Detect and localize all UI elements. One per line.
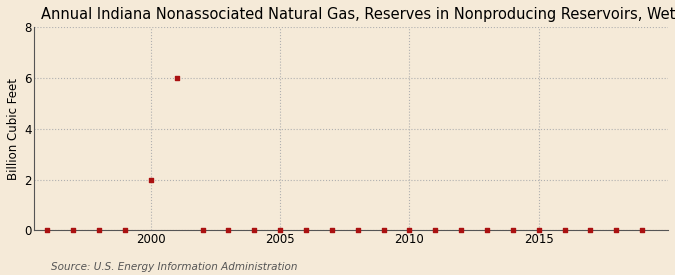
Point	[456, 228, 466, 232]
Point	[145, 177, 156, 182]
Point	[42, 228, 53, 232]
Point	[68, 228, 78, 232]
Point	[119, 228, 130, 232]
Point	[637, 228, 647, 232]
Text: Source: U.S. Energy Information Administration: Source: U.S. Energy Information Administ…	[51, 262, 297, 272]
Point	[585, 228, 596, 232]
Point	[197, 228, 208, 232]
Point	[430, 228, 441, 232]
Y-axis label: Billion Cubic Feet: Billion Cubic Feet	[7, 78, 20, 180]
Point	[352, 228, 363, 232]
Point	[171, 76, 182, 80]
Point	[378, 228, 389, 232]
Point	[275, 228, 286, 232]
Point	[533, 228, 544, 232]
Point	[508, 228, 518, 232]
Point	[327, 228, 338, 232]
Point	[249, 228, 260, 232]
Point	[94, 228, 105, 232]
Point	[223, 228, 234, 232]
Point	[611, 228, 622, 232]
Point	[300, 228, 311, 232]
Point	[481, 228, 492, 232]
Point	[559, 228, 570, 232]
Text: Annual Indiana Nonassociated Natural Gas, Reserves in Nonproducing Reservoirs, W: Annual Indiana Nonassociated Natural Gas…	[40, 7, 675, 22]
Point	[404, 228, 415, 232]
